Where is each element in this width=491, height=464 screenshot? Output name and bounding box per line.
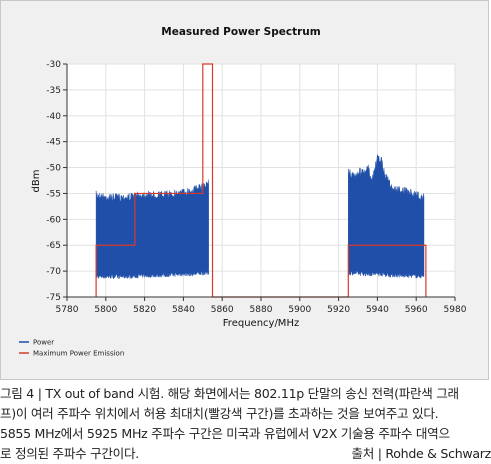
- y-tick-label: -30: [46, 60, 61, 70]
- y-axis-label: dBm: [31, 170, 42, 193]
- y-tick-label: -70: [46, 267, 61, 277]
- caption-source: 출처 | Rohde & Schwarz: [351, 446, 491, 461]
- figure-caption: 그림 4 | TX out of band 시험. 해당 화면에서는 802.1…: [0, 384, 491, 464]
- caption-line-1: 그림 4 | TX out of band 시험. 해당 화면에서는 802.1…: [0, 386, 459, 401]
- y-tick-label: -65: [46, 241, 61, 251]
- chart-title: Measured Power Spectrum: [161, 26, 321, 38]
- axes: 5780 5800 5820 5840 5860 5880 5900 5920 5940 5960…: [46, 60, 466, 315]
- y-tick-label: -40: [46, 112, 61, 122]
- legend: Power Maximum Power Emission: [19, 339, 124, 358]
- y-tick-label: -35: [46, 86, 61, 96]
- caption-line-2: 프)이 여러 주파수 위치에서 허용 최대치(빨강색 구간)를 초과하는 것을 …: [0, 406, 439, 421]
- x-tick-label: 5940: [366, 305, 389, 315]
- power-series: [95, 154, 425, 280]
- y-tick-label: -55: [46, 189, 61, 199]
- x-tick-label: 5820: [133, 305, 156, 315]
- chart-figure: 5780 5800 5820 5840 5860 5880 5900 5920 5940 5960…: [0, 0, 489, 380]
- y-tick-label: -45: [46, 138, 61, 148]
- legend-label-power: Power: [33, 339, 54, 347]
- x-tick-label: 5780: [56, 305, 79, 315]
- x-tick-label: 5860: [211, 305, 234, 315]
- legend-label-max-emission: Maximum Power Emission: [33, 350, 124, 358]
- y-tick-label: -60: [46, 215, 61, 225]
- power-spectrum-chart: 5780 5800 5820 5840 5860 5880 5900 5920 5940 5960…: [19, 26, 467, 358]
- power-band: [348, 154, 425, 279]
- x-tick-label: 5980: [444, 305, 467, 315]
- max-emission-series: [95, 63, 427, 298]
- y-tick-label: -75: [46, 293, 61, 303]
- x-tick-label: 5900: [288, 305, 311, 315]
- power-band: [95, 179, 209, 280]
- x-tick-label: 5880: [250, 305, 273, 315]
- x-tick-label: 5800: [94, 305, 117, 315]
- caption-line-4: 로 정의된 주파수 구간이다.: [0, 446, 139, 461]
- y-tick-label: -50: [46, 164, 61, 174]
- x-tick-label: 5920: [327, 305, 350, 315]
- x-tick-label: 5840: [172, 305, 195, 315]
- max-emission-line: [95, 63, 427, 298]
- x-tick-label: 5960: [405, 305, 428, 315]
- caption-line-3: 5855 MHz에서 5925 MHz 주파수 구간은 미국과 유럽에서 V2X…: [0, 426, 450, 441]
- x-axis-label: Frequency/MHz: [223, 318, 299, 329]
